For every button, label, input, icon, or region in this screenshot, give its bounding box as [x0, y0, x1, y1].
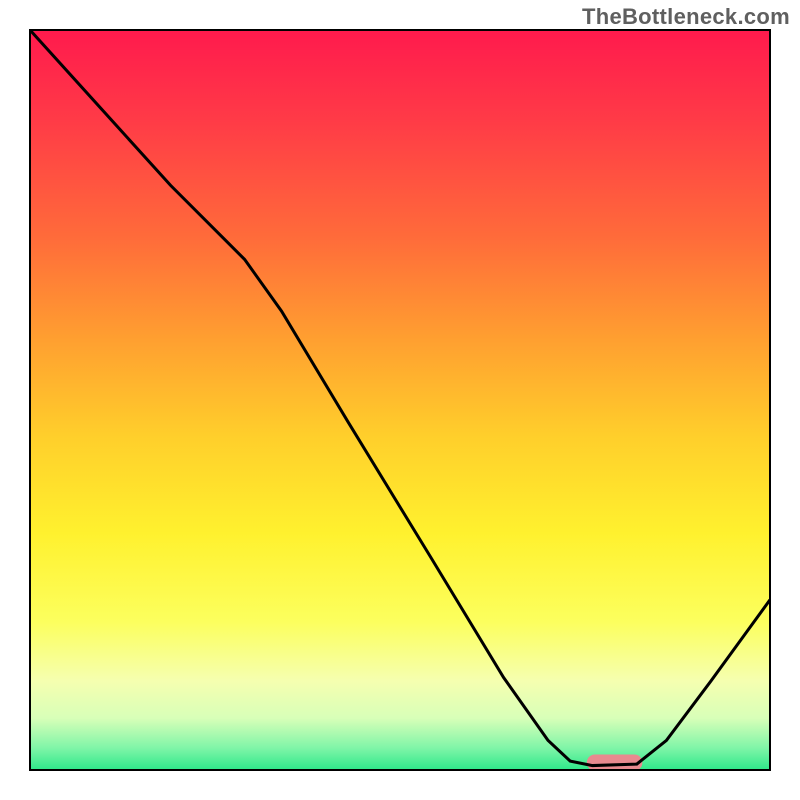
bottleneck-chart: [0, 0, 800, 800]
optimum-marker: [587, 754, 643, 770]
plot-background: [30, 30, 770, 770]
watermark-text: TheBottleneck.com: [582, 4, 790, 30]
chart-container: TheBottleneck.com: [0, 0, 800, 800]
